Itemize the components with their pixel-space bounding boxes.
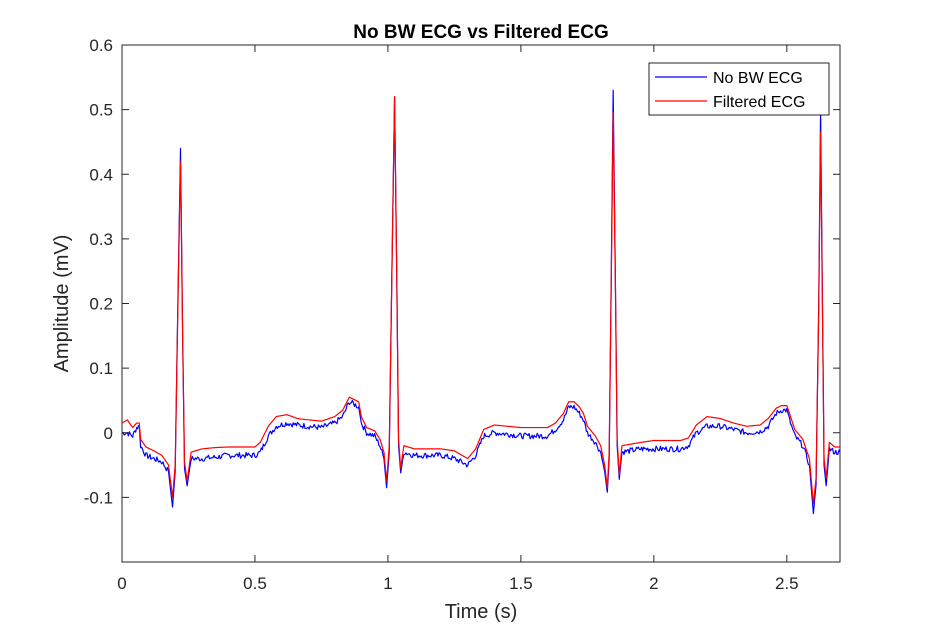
series-group	[121, 89, 841, 515]
legend-label-no-bw-ecg: No BW ECG	[713, 70, 803, 87]
y-tick-label: 0.5	[89, 101, 113, 120]
legend: No BW ECG Filtered ECG	[648, 62, 830, 116]
series-line-1	[121, 96, 840, 505]
y-tick-label: 0.3	[89, 230, 113, 249]
chart-title: No BW ECG vs Filtered ECG	[353, 22, 608, 43]
y-tick-label: 0.1	[89, 359, 113, 378]
x-axis-ticks: 0 0.5 1 1.5 2 2.5	[117, 45, 799, 593]
y-axis-ticks: -0.1 0 0.1 0.2 0.3 0.4 0.5 0.6	[84, 36, 840, 507]
y-tick-label: -0.1	[84, 488, 113, 507]
y-tick-label: 0.2	[89, 295, 113, 314]
x-tick-label: 1.5	[509, 574, 533, 593]
x-tick-label: 2.5	[775, 574, 799, 593]
x-tick-label: 0	[117, 574, 126, 593]
y-tick-label: 0	[104, 424, 113, 443]
y-tick-label: 0.6	[89, 36, 113, 55]
y-axis-label: Amplitude (mV)	[51, 235, 73, 373]
legend-box	[648, 62, 830, 116]
x-tick-label: 2	[649, 574, 658, 593]
x-tick-label: 1	[383, 574, 392, 593]
axes-box	[121, 44, 841, 563]
series-line-0	[121, 89, 841, 515]
y-tick-label: 0.4	[89, 165, 113, 184]
x-tick-label: 0.5	[243, 574, 267, 593]
legend-label-filtered-ecg: Filtered ECG	[713, 94, 805, 111]
x-axis-label: Time (s)	[445, 601, 518, 623]
plot-area: 0 0.5 1 1.5 2 2.5 -0.1 0 0.1 0.2 0.3 0.4 0.5 0.6	[84, 36, 841, 593]
